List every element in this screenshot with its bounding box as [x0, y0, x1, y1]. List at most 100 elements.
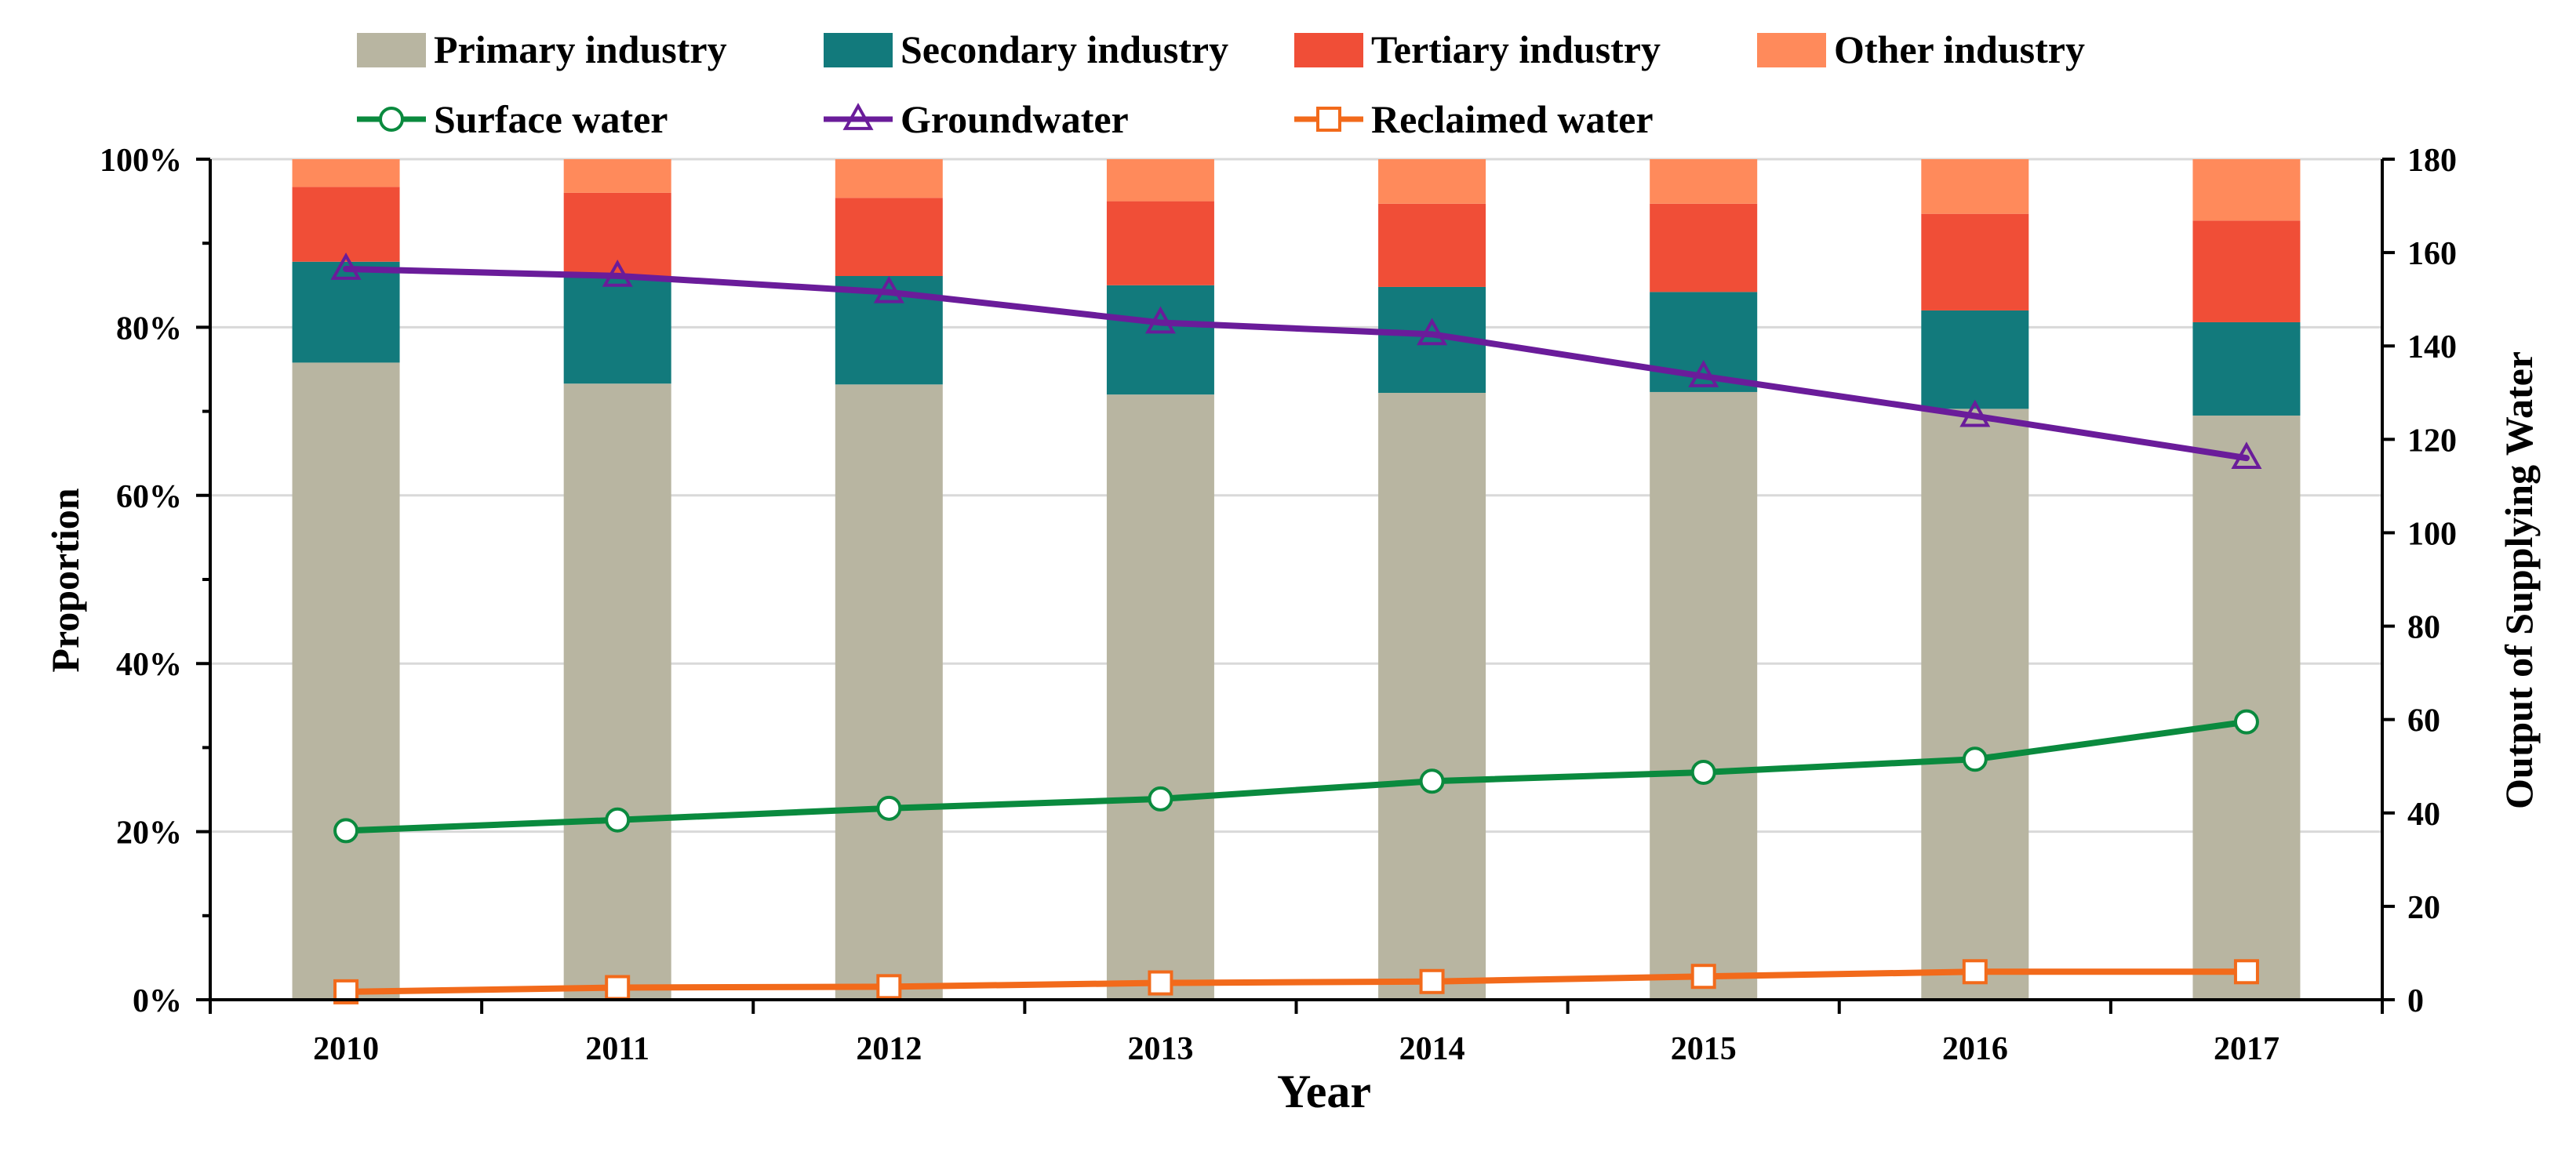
gridlines: [210, 158, 2382, 834]
point-reclaimed-water-2014: [1419, 968, 1445, 994]
legend-label-secondary-industry: Secondary industry: [901, 27, 1228, 71]
point-surface-water-2013: [1148, 786, 1173, 812]
bar-primary-industry-2016: [1921, 409, 2029, 1000]
bar-other-industry-2013: [1106, 159, 1214, 202]
y-tick-label-20%: 20%: [116, 815, 182, 852]
point-reclaimed-water-2016: [1962, 959, 1988, 985]
legend-swatch-primary-industry: [357, 33, 426, 67]
lines: [330, 252, 2262, 1004]
point-reclaimed-water-2013: [1148, 970, 1173, 996]
y-tick-label-80%: 80%: [116, 311, 182, 347]
point-groundwater-2017: [2231, 441, 2262, 470]
x-tick-label-2011: 2011: [585, 1031, 649, 1067]
bar-other-industry-2010: [292, 159, 400, 187]
x-tick-label-2014: 2014: [1399, 1031, 1465, 1067]
x-axis-title: Year: [1277, 1066, 1371, 1117]
y-tick-label-40%: 40%: [116, 647, 182, 683]
legend-swatch-other-industry: [1757, 33, 1826, 67]
y2-axis-title: Output of Supplying Water: [2497, 351, 2541, 809]
legend-label-surface-water: Surface water: [434, 97, 668, 141]
legend: Primary industry Secondary industry Tertia…: [357, 27, 2085, 141]
y2-tick-label-120: 120: [2407, 423, 2457, 459]
bar-secondary-industry-2016: [1921, 310, 2029, 409]
bar-tertiary-industry-2013: [1106, 201, 1214, 285]
point-reclaimed-water-2017: [2233, 959, 2259, 985]
point-groundwater-2012: [873, 275, 904, 303]
x-tick-label-2016: 2016: [1942, 1031, 2008, 1067]
point-groundwater-2014: [1417, 318, 1448, 346]
y-tick-label-100%: 100%: [100, 143, 182, 179]
bar-tertiary-industry-2010: [292, 187, 400, 262]
point-groundwater-2015: [1688, 360, 1719, 387]
bar-tertiary-industry-2012: [835, 198, 943, 277]
y2-tick-label-20: 20: [2407, 890, 2440, 926]
line-surface-water: [343, 718, 2250, 834]
bar-tertiary-industry-2017: [2192, 220, 2301, 322]
bar-other-industry-2014: [1378, 159, 1486, 204]
legend-label-reclaimed-water: Reclaimed water: [1371, 97, 1654, 141]
y2-tick-label-100: 100: [2407, 516, 2457, 552]
point-groundwater-2010: [330, 252, 362, 280]
bars: [292, 159, 2301, 1001]
y2-tick-label-160: 160: [2407, 236, 2457, 272]
point-reclaimed-water-2012: [876, 974, 902, 1000]
line-reclaimed-water: [343, 968, 2250, 995]
bar-secondary-industry-2013: [1106, 285, 1214, 395]
bar-other-industry-2012: [835, 159, 943, 198]
y2-tick-label-140: 140: [2407, 329, 2457, 365]
point-groundwater-2013: [1144, 306, 1176, 334]
bar-primary-industry-2012: [835, 384, 943, 1000]
bar-primary-industry-2010: [292, 362, 400, 1000]
y2-tick-label-60: 60: [2407, 703, 2440, 739]
y2-tick-label-40: 40: [2407, 797, 2440, 833]
bar-other-industry-2011: [563, 159, 671, 193]
bar-tertiary-industry-2014: [1378, 203, 1486, 287]
legend-swatch-tertiary-industry: [1294, 33, 1363, 67]
y2-tick-label-80: 80: [2407, 610, 2440, 646]
bar-primary-industry-2013: [1106, 394, 1214, 1000]
legend-label-groundwater: Groundwater: [901, 97, 1129, 141]
x-tick-label-2017: 2017: [2214, 1031, 2279, 1067]
legend-label-primary-industry: Primary industry: [434, 27, 727, 71]
point-surface-water-2016: [1962, 746, 1988, 772]
x-tick-label-2015: 2015: [1671, 1031, 1737, 1067]
point-groundwater-2016: [1959, 399, 1991, 427]
bar-secondary-industry-2017: [2192, 321, 2301, 416]
bar-primary-industry-2011: [563, 383, 671, 1000]
legend-marker-groundwater: [842, 103, 874, 130]
y2-tick-label-180: 180: [2407, 143, 2457, 179]
bar-primary-industry-2015: [1650, 391, 1758, 1001]
point-surface-water-2015: [1690, 759, 1716, 785]
legend-label-other-industry: Other industry: [1834, 27, 2085, 71]
bar-tertiary-industry-2016: [1921, 213, 2029, 311]
point-reclaimed-water-2011: [605, 975, 631, 1001]
point-surface-water-2014: [1419, 768, 1445, 794]
bar-tertiary-industry-2015: [1650, 203, 1758, 292]
point-reclaimed-water-2015: [1690, 964, 1716, 990]
legend-marker-surface-water: [379, 107, 404, 132]
bar-other-industry-2017: [2192, 159, 2301, 221]
y-tick-label-0%: 0%: [133, 983, 182, 1019]
bar-other-industry-2016: [1921, 159, 2029, 214]
point-surface-water-2010: [333, 818, 359, 844]
bar-primary-industry-2017: [2192, 415, 2301, 1000]
legend-swatch-secondary-industry: [824, 33, 893, 67]
x-tick-label-2010: 2010: [313, 1031, 379, 1067]
point-surface-water-2011: [605, 807, 631, 833]
point-surface-water-2012: [876, 795, 902, 821]
x-tick-label-2013: 2013: [1127, 1031, 1193, 1067]
x-tick-label-2012: 2012: [856, 1031, 922, 1067]
bar-secondary-industry-2011: [563, 277, 671, 384]
legend-label-tertiary-industry: Tertiary industry: [1371, 27, 1661, 71]
legend-marker-reclaimed-water: [1316, 107, 1341, 132]
point-groundwater-2011: [602, 260, 633, 287]
point-surface-water-2017: [2233, 709, 2259, 735]
line-groundwater: [343, 265, 2250, 462]
y2-tick-label-0: 0: [2407, 983, 2424, 1019]
y-tick-label-60%: 60%: [116, 479, 182, 515]
bar-other-industry-2015: [1650, 159, 1758, 204]
bar-primary-industry-2014: [1378, 393, 1486, 1000]
y-axis-title: Proportion: [43, 488, 87, 672]
axes: 0% 20% 40% 60% 80% 100% 0 20 40 60 80 100 120 140 160 1…: [100, 143, 2457, 1067]
